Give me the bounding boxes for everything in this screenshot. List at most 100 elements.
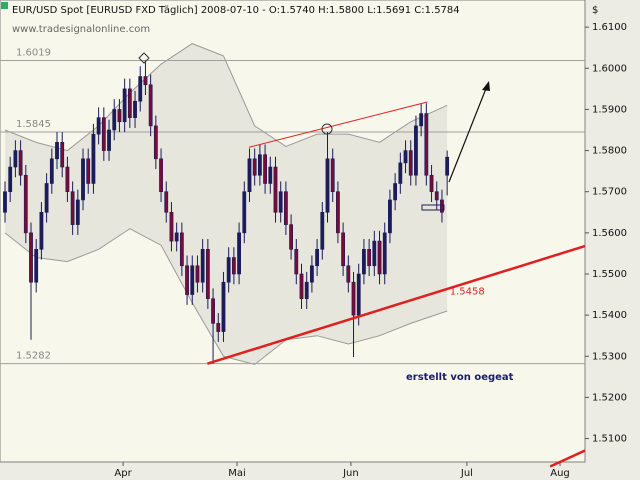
trendline xyxy=(248,101,428,148)
annotation: erstellt von oegeat xyxy=(406,372,514,383)
candle-body xyxy=(8,166,13,193)
candle-body xyxy=(86,158,91,184)
candle-body xyxy=(3,191,7,213)
candle-body xyxy=(414,125,418,176)
candle-body xyxy=(231,257,236,275)
candle-body xyxy=(81,158,85,201)
candle-body xyxy=(424,113,429,176)
candle-body xyxy=(398,162,403,184)
band-lower xyxy=(4,228,448,366)
arrow-head xyxy=(482,81,490,91)
candle-body xyxy=(122,88,127,123)
candle-body xyxy=(65,166,70,193)
level-label: 1.5845 xyxy=(16,119,51,130)
candle-body xyxy=(117,109,122,123)
candle-body xyxy=(133,100,137,118)
x-tick-label: Aug xyxy=(550,468,570,479)
y-tick-label: 1.5600 xyxy=(592,228,627,239)
candle-body xyxy=(429,174,434,193)
candle-body xyxy=(419,113,424,127)
candle-body xyxy=(268,166,273,184)
candle-body xyxy=(346,265,351,283)
x-tick-label: Apr xyxy=(114,468,132,479)
y-tick-label: 1.5700 xyxy=(592,187,627,198)
candle-body xyxy=(55,142,59,160)
candle-body xyxy=(237,232,241,275)
candle-body xyxy=(320,211,325,250)
candle-body xyxy=(112,109,117,131)
y-tick-label: 1.6000 xyxy=(592,63,627,74)
candle-body xyxy=(367,249,372,267)
candle-body xyxy=(221,281,226,332)
y-tick-label: 1.5400 xyxy=(592,310,627,321)
candle-body xyxy=(174,232,179,242)
candle-body xyxy=(330,158,335,193)
candle-body xyxy=(29,232,33,283)
x-tick-label: Jul xyxy=(460,468,473,479)
level-label: 1.5282 xyxy=(16,351,51,362)
y-tick-label: 1.5900 xyxy=(592,104,627,115)
candle-body xyxy=(107,129,111,151)
candle-body xyxy=(382,232,387,275)
candle-body xyxy=(185,265,189,295)
candle-body xyxy=(278,191,283,213)
candle-body xyxy=(23,174,28,234)
trendline xyxy=(206,244,586,365)
candle-body xyxy=(336,191,340,234)
candle-body xyxy=(257,154,262,176)
candle-body xyxy=(200,249,205,283)
peak-marker xyxy=(321,123,333,135)
candle-body xyxy=(226,257,231,283)
candle-body xyxy=(164,191,169,213)
candle-body xyxy=(101,117,106,151)
box-marker xyxy=(421,204,445,211)
candle-body xyxy=(13,150,18,168)
trendline-label: 1.5458 xyxy=(450,286,485,297)
candle-body xyxy=(263,154,267,184)
candle-body xyxy=(273,166,278,213)
arrow xyxy=(448,85,488,183)
subtitle: www.tradesignalonline.com xyxy=(12,24,150,35)
candle-body xyxy=(179,232,184,267)
candle-body xyxy=(159,158,163,193)
candle-body xyxy=(310,265,314,283)
candle-body xyxy=(39,211,44,250)
candle-body xyxy=(247,158,252,193)
candle-body xyxy=(341,232,346,267)
candle-body xyxy=(434,191,439,201)
candle-body xyxy=(143,76,148,86)
candle-body xyxy=(372,240,377,267)
icon xyxy=(1,2,8,9)
candle-body xyxy=(388,199,392,234)
band-upper xyxy=(4,43,448,152)
candle-body xyxy=(325,158,330,213)
candle-body xyxy=(153,125,158,160)
y-tick-label: 1.6100 xyxy=(592,22,627,33)
candle-body xyxy=(289,224,293,250)
peak-marker xyxy=(138,52,150,64)
y-axis-label: $ xyxy=(592,5,598,16)
marks-layer xyxy=(3,60,586,468)
x-tick-label: Jun xyxy=(342,468,359,479)
candle-body xyxy=(18,150,23,176)
candle-body xyxy=(299,273,304,299)
candle-body xyxy=(393,183,398,201)
candle-body xyxy=(190,265,195,295)
candle-body xyxy=(44,183,49,213)
candle-body xyxy=(283,191,288,225)
candle-body xyxy=(351,281,356,316)
candle-body xyxy=(403,150,408,164)
candle-body xyxy=(148,84,153,127)
candle-body xyxy=(91,133,96,184)
candle-body xyxy=(408,150,413,176)
y-tick-label: 1.5200 xyxy=(592,392,627,403)
y-tick-label: 1.5800 xyxy=(592,146,627,157)
y-tick-label: 1.5100 xyxy=(592,434,627,445)
candle-body xyxy=(242,191,247,234)
candle-body xyxy=(304,281,309,299)
candle-body xyxy=(362,249,366,275)
candle-body xyxy=(294,249,299,275)
candle-body xyxy=(205,249,210,299)
